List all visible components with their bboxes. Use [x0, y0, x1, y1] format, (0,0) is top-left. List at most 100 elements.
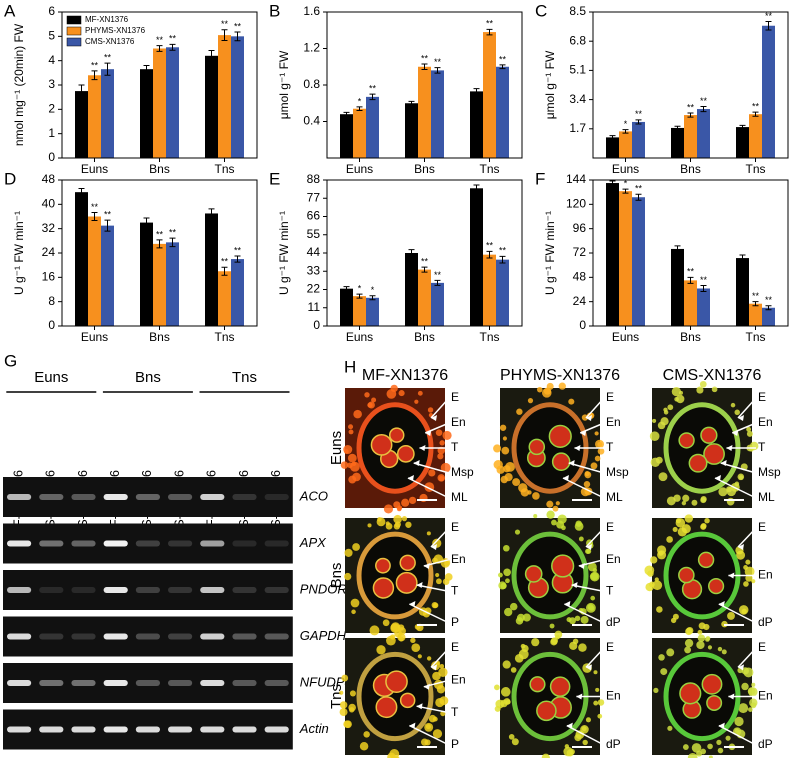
- y-tick-label: 66: [307, 209, 321, 223]
- structure-label: T: [451, 440, 459, 454]
- cell: [344, 572, 352, 581]
- cell: [527, 398, 534, 404]
- cell: [666, 496, 676, 506]
- arrow-head: [423, 683, 430, 690]
- microspore: [688, 453, 708, 473]
- significance-label: **: [687, 102, 695, 112]
- arrow-head: [578, 563, 585, 569]
- arrow-head: [431, 664, 437, 671]
- cell: [734, 481, 740, 487]
- significance-label: **: [421, 53, 429, 63]
- bar: [366, 297, 379, 326]
- cell: [698, 622, 706, 630]
- cell: [654, 577, 659, 582]
- gel-band: [71, 494, 96, 500]
- cell: [503, 568, 511, 577]
- structure-label: En: [758, 689, 773, 703]
- microspore: [549, 676, 571, 697]
- bar: [205, 213, 218, 326]
- error-bar: [674, 125, 681, 131]
- cell: [597, 699, 605, 706]
- axis-frame: [592, 179, 789, 327]
- cell: [586, 548, 592, 554]
- cell: [344, 548, 353, 557]
- arrow: [409, 603, 450, 624]
- error-bar: [421, 63, 428, 70]
- error-bar: [234, 255, 241, 263]
- cell: [432, 716, 438, 722]
- cell: [504, 607, 513, 617]
- cell: [682, 494, 690, 502]
- error-bar: [739, 124, 746, 130]
- microspore: [679, 682, 702, 705]
- error-bar: [408, 249, 415, 257]
- cell: [751, 682, 756, 687]
- cell: [658, 472, 668, 482]
- error-bar: [169, 237, 176, 248]
- structure-label: ML: [451, 490, 468, 504]
- bar: [218, 35, 231, 158]
- cell: [697, 629, 703, 635]
- x-tick-label: Bns: [414, 162, 435, 176]
- cell: [587, 562, 597, 572]
- y-tick-label: 44: [307, 245, 321, 259]
- cell: [427, 407, 434, 413]
- cell: [741, 682, 749, 691]
- microspore: [395, 571, 418, 594]
- microspore: [388, 427, 405, 443]
- bar: [140, 222, 153, 326]
- significance-label: **: [434, 57, 442, 67]
- microspore: [697, 551, 715, 569]
- cell: [597, 441, 603, 447]
- microspore: [678, 432, 695, 449]
- cell: [546, 500, 554, 508]
- arrow-head: [580, 430, 587, 436]
- arrow: [720, 462, 757, 474]
- gel-band: [168, 540, 193, 547]
- gel-band: [7, 680, 32, 686]
- cell: [543, 387, 552, 395]
- cell: [426, 656, 432, 661]
- gel-row: [3, 523, 293, 564]
- cell: [741, 608, 747, 615]
- cell: [494, 684, 500, 691]
- structure-label: T: [606, 440, 614, 454]
- cell: [410, 637, 416, 644]
- cell: [707, 645, 713, 650]
- panel-label: C: [535, 1, 547, 20]
- structure-label: En: [451, 415, 466, 429]
- cell: [398, 390, 405, 397]
- bar: [418, 66, 431, 158]
- microspore: [372, 577, 395, 599]
- bar: [75, 91, 88, 158]
- cell: [743, 667, 754, 678]
- cell: [657, 550, 667, 560]
- significance-label: **: [499, 54, 507, 64]
- cell: [671, 386, 681, 397]
- gel-band: [200, 494, 225, 500]
- cell: [561, 525, 566, 531]
- arrow-head: [728, 572, 735, 579]
- cell: [394, 521, 401, 528]
- cell: [727, 611, 735, 620]
- cell: [359, 742, 369, 751]
- cell: [405, 521, 412, 528]
- x-tick-label: Tns: [745, 162, 765, 176]
- significance-label: **: [234, 21, 242, 31]
- error-bar: [687, 112, 694, 118]
- error-bar: [91, 70, 98, 81]
- significance-label: **: [104, 210, 112, 220]
- y-tick-label: 72: [573, 245, 587, 259]
- cell: [516, 408, 523, 415]
- bar: [671, 127, 684, 158]
- structure-label: P: [451, 615, 459, 629]
- microspore: [399, 692, 416, 709]
- arrow: [416, 705, 450, 714]
- y-tick-label: 16: [42, 270, 56, 284]
- cell: [730, 402, 736, 408]
- cell: [666, 648, 675, 657]
- x-tick-label: Bns: [149, 330, 170, 344]
- structure-label: E: [451, 390, 459, 404]
- gel-band: [135, 587, 160, 593]
- cell: [652, 418, 657, 423]
